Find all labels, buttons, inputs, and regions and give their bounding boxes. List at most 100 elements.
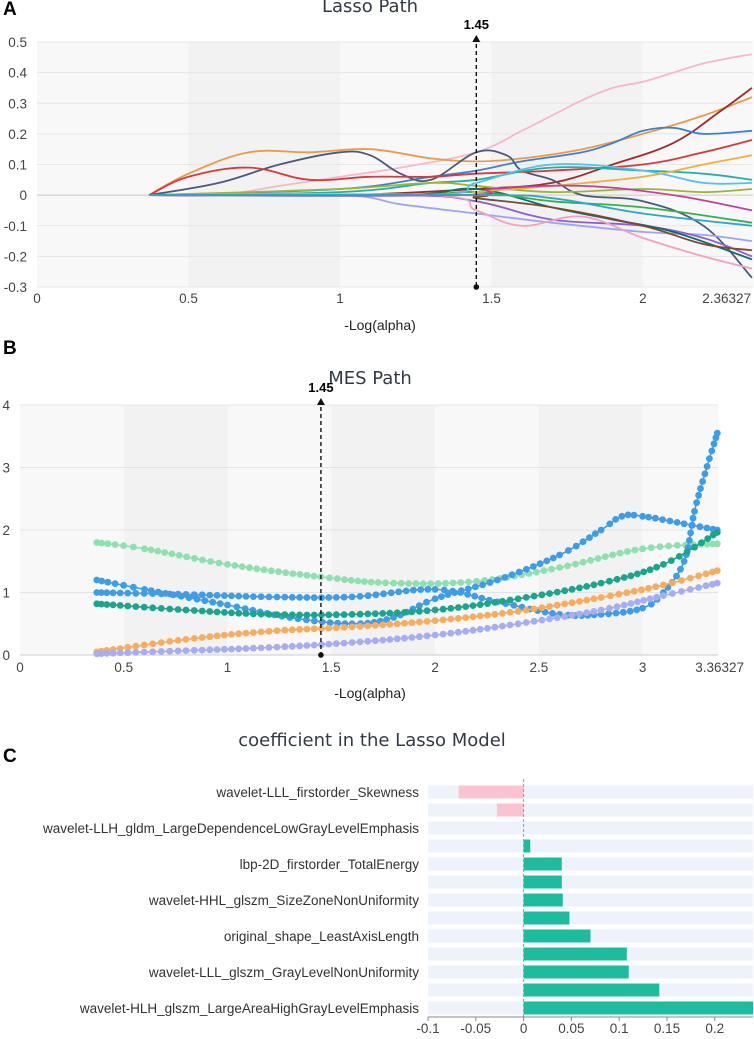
- series-point-lavender: [530, 617, 538, 625]
- coefficient-bar: [458, 785, 524, 799]
- series-point-light-green: [457, 579, 465, 586]
- series-point-light-green: [572, 560, 579, 568]
- series-point-blue-b: [697, 485, 704, 492]
- feature-label: wavelet-LLL_glszm_GrayLevelNonUniformity: [148, 965, 419, 980]
- series-point-lavender: [408, 634, 416, 641]
- series-point-blue-b: [701, 470, 709, 478]
- series-point-teal: [318, 611, 325, 619]
- series-point-blue-b: [713, 429, 721, 437]
- series-point-light-green: [183, 553, 191, 561]
- series-point-light-green: [382, 579, 389, 587]
- feature-label: wavelet-HHL_glszm_SizeZoneNonUniformity: [148, 893, 419, 908]
- series-point-light-green: [540, 567, 548, 574]
- series-point-light-green: [656, 543, 664, 551]
- series-point-lavender: [379, 636, 387, 644]
- feature-label: wavelet-LLL_firstorder_Skewness: [215, 785, 419, 800]
- series-point-teal: [606, 577, 613, 585]
- series-point-light-green: [347, 576, 355, 584]
- series-point-blue-a: [618, 512, 626, 520]
- series-point-lavender: [198, 646, 206, 654]
- series-point-blue-b: [364, 592, 372, 600]
- x-tick-label: 0.1: [610, 1021, 629, 1036]
- series-point-teal: [506, 596, 514, 604]
- series-point-blue-b: [198, 591, 206, 599]
- series-point-blue-a: [444, 591, 452, 598]
- series-point-lavender: [273, 643, 281, 651]
- series-point-orange: [303, 625, 311, 633]
- series-point-lavender: [149, 648, 157, 656]
- series-point-blue-a: [612, 516, 619, 523]
- series-point-light-green: [639, 545, 646, 553]
- series-point-orange: [166, 638, 174, 645]
- feature-label: wavelet-HLH_glszm_LargeAreaHighGrayLevel…: [79, 1001, 419, 1016]
- series-point-teal: [491, 599, 499, 606]
- series-point-teal: [242, 610, 250, 617]
- series-point-lavender: [646, 595, 654, 603]
- series-point-teal: [439, 605, 447, 613]
- y-tick-label: 0.4: [8, 66, 27, 81]
- series-point-blue-a: [130, 583, 137, 591]
- series-point-blue-b: [510, 602, 518, 609]
- series-point-lavender: [576, 610, 583, 618]
- series-point-blue-b: [116, 589, 124, 597]
- series-point-lavender: [447, 629, 455, 637]
- series-point-blue-a: [645, 513, 652, 521]
- series-point-blue-b: [97, 589, 105, 596]
- series-point-blue-a: [318, 618, 326, 626]
- feature-label: lbp-2D_firstorder_TotalEnergy: [240, 857, 420, 872]
- series-point-teal: [109, 601, 117, 609]
- x-tick-label: 3: [639, 660, 647, 675]
- series-point-teal: [447, 605, 455, 612]
- series-point-lavender: [140, 648, 148, 656]
- series-point-orange: [364, 622, 372, 630]
- series-point-light-green: [175, 552, 183, 559]
- series-point-teal: [190, 607, 198, 614]
- series-point-blue-a: [659, 516, 666, 523]
- panel-label-c: C: [3, 746, 17, 767]
- series-point-lavender: [514, 620, 522, 628]
- series-point-blue-a: [529, 563, 537, 570]
- series-point-lavender: [613, 603, 621, 611]
- series-point-teal: [340, 611, 348, 618]
- series-point-blue-b: [449, 587, 457, 595]
- series-point-orange: [491, 610, 499, 618]
- series-point-orange: [568, 599, 576, 607]
- series-point-light-green: [647, 544, 655, 551]
- series-line-light-pink: [149, 193, 753, 270]
- series-point-lavender: [423, 632, 431, 640]
- series-point-orange: [530, 605, 538, 613]
- coefficient-bar: [523, 839, 531, 853]
- series-point-teal: [288, 611, 296, 619]
- series-point-teal: [228, 609, 235, 617]
- series-point-lavender: [124, 649, 132, 657]
- series-point-light-green: [168, 550, 176, 558]
- series-point-lavender: [678, 588, 685, 595]
- series-point-orange: [462, 614, 470, 621]
- coefficient-bar: [523, 857, 562, 871]
- series-point-teal: [116, 602, 124, 609]
- series-point-blue-b: [325, 594, 333, 601]
- series-point-lavender: [439, 630, 447, 638]
- series-point-blue-b: [605, 610, 612, 618]
- series-point-light-green: [587, 557, 594, 564]
- series-point-lavender: [627, 600, 635, 607]
- series-point-blue-b: [206, 591, 214, 599]
- series-point-light-green: [434, 580, 442, 587]
- row-background: [428, 875, 753, 889]
- series-point-orange: [325, 624, 333, 632]
- x-tick-label: 2.5: [529, 660, 548, 675]
- series-point-lavender: [340, 639, 348, 647]
- series-point-blue-b: [182, 591, 190, 598]
- series-point-light-green: [296, 571, 304, 578]
- lasso-path-chart: -0.3 -0.2 -0.1 0 0.1 0.2 0.3 0.4 0.5 0 0.5 1 1.5 2 2.3…: [4, 17, 753, 306]
- series-point-teal: [627, 572, 635, 580]
- series-point-orange: [469, 613, 477, 621]
- series-point-blue-b: [310, 594, 318, 601]
- series-point-orange: [371, 622, 379, 629]
- series-point-orange: [645, 584, 652, 592]
- series-point-light-green: [374, 579, 382, 586]
- x-tick-label: 1: [224, 660, 232, 675]
- series-point-light-green: [310, 572, 318, 580]
- series-point-orange: [281, 626, 289, 634]
- series-point-light-green: [98, 539, 106, 547]
